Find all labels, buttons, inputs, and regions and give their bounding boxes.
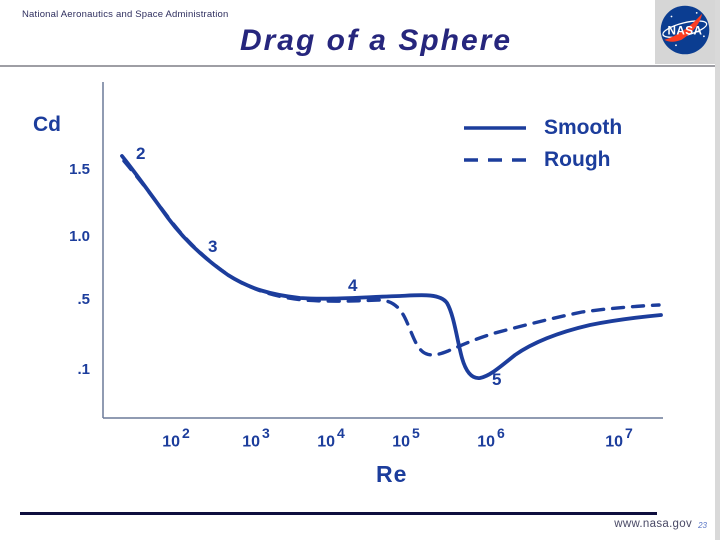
y-axis-label: Cd xyxy=(33,113,61,136)
solid-line-swatch xyxy=(464,126,526,130)
y-tick-1.0: 1.0 xyxy=(69,228,90,245)
nasa-logo-icon: NASA xyxy=(660,5,710,55)
x-tick-exponent: 6 xyxy=(497,425,505,441)
x-tick-exponent: 5 xyxy=(412,425,420,441)
logo-red-swoosh xyxy=(664,13,703,42)
page-title: Drag of a Sphere xyxy=(239,24,513,57)
x-tick-1e6: 106 xyxy=(477,425,505,451)
legend-item-rough: Rough xyxy=(462,144,642,176)
footer-divider-line xyxy=(20,512,657,515)
x-tick-exponent: 4 xyxy=(337,425,345,441)
dashed-line-swatch xyxy=(464,158,528,162)
curve-annotation-4: 4 xyxy=(348,276,358,295)
x-tick-base: 10 xyxy=(317,433,335,451)
x-tick-base: 10 xyxy=(605,433,623,451)
x-tick-base: 10 xyxy=(477,433,495,451)
x-tick-base: 10 xyxy=(392,433,410,451)
nasa-logo-text: NASA xyxy=(668,25,703,38)
legend: Smooth Rough xyxy=(462,112,642,176)
x-tick-1e2: 102 xyxy=(162,425,190,451)
y-tick-1.5: 1.5 xyxy=(69,161,90,178)
x-tick-1e7: 107 xyxy=(605,425,633,451)
agency-name: National Aeronautics and Space Administr… xyxy=(22,9,229,20)
curve-annotation-3: 3 xyxy=(208,237,218,256)
x-tick-base: 10 xyxy=(242,433,260,451)
slide-right-edge xyxy=(715,0,720,540)
y-tick-0.5: .5 xyxy=(77,291,90,308)
nasa-url: www.nasa.gov xyxy=(614,518,692,530)
x-tick-exponent: 2 xyxy=(182,425,190,441)
x-tick-1e5: 105 xyxy=(392,425,420,451)
x-tick-base: 10 xyxy=(162,433,180,451)
x-tick-1e3: 103 xyxy=(242,425,270,451)
x-tick-exponent: 7 xyxy=(625,425,633,441)
legend-label-smooth: Smooth xyxy=(544,116,623,139)
legend-label-rough: Rough xyxy=(544,148,611,171)
legend-item-smooth: Smooth xyxy=(462,112,642,144)
y-tick-0.1: .1 xyxy=(77,361,90,378)
page-number: 23 xyxy=(698,521,707,530)
x-tick-1e4: 104 xyxy=(317,425,345,451)
smooth-curve xyxy=(120,154,663,380)
x-tick-exponent: 3 xyxy=(262,425,270,441)
curve-annotation-2: 2 xyxy=(136,144,146,163)
title-divider-line xyxy=(0,65,720,67)
curve-annotation-5: 5 xyxy=(492,370,502,389)
x-axis-label: Re xyxy=(376,461,408,487)
